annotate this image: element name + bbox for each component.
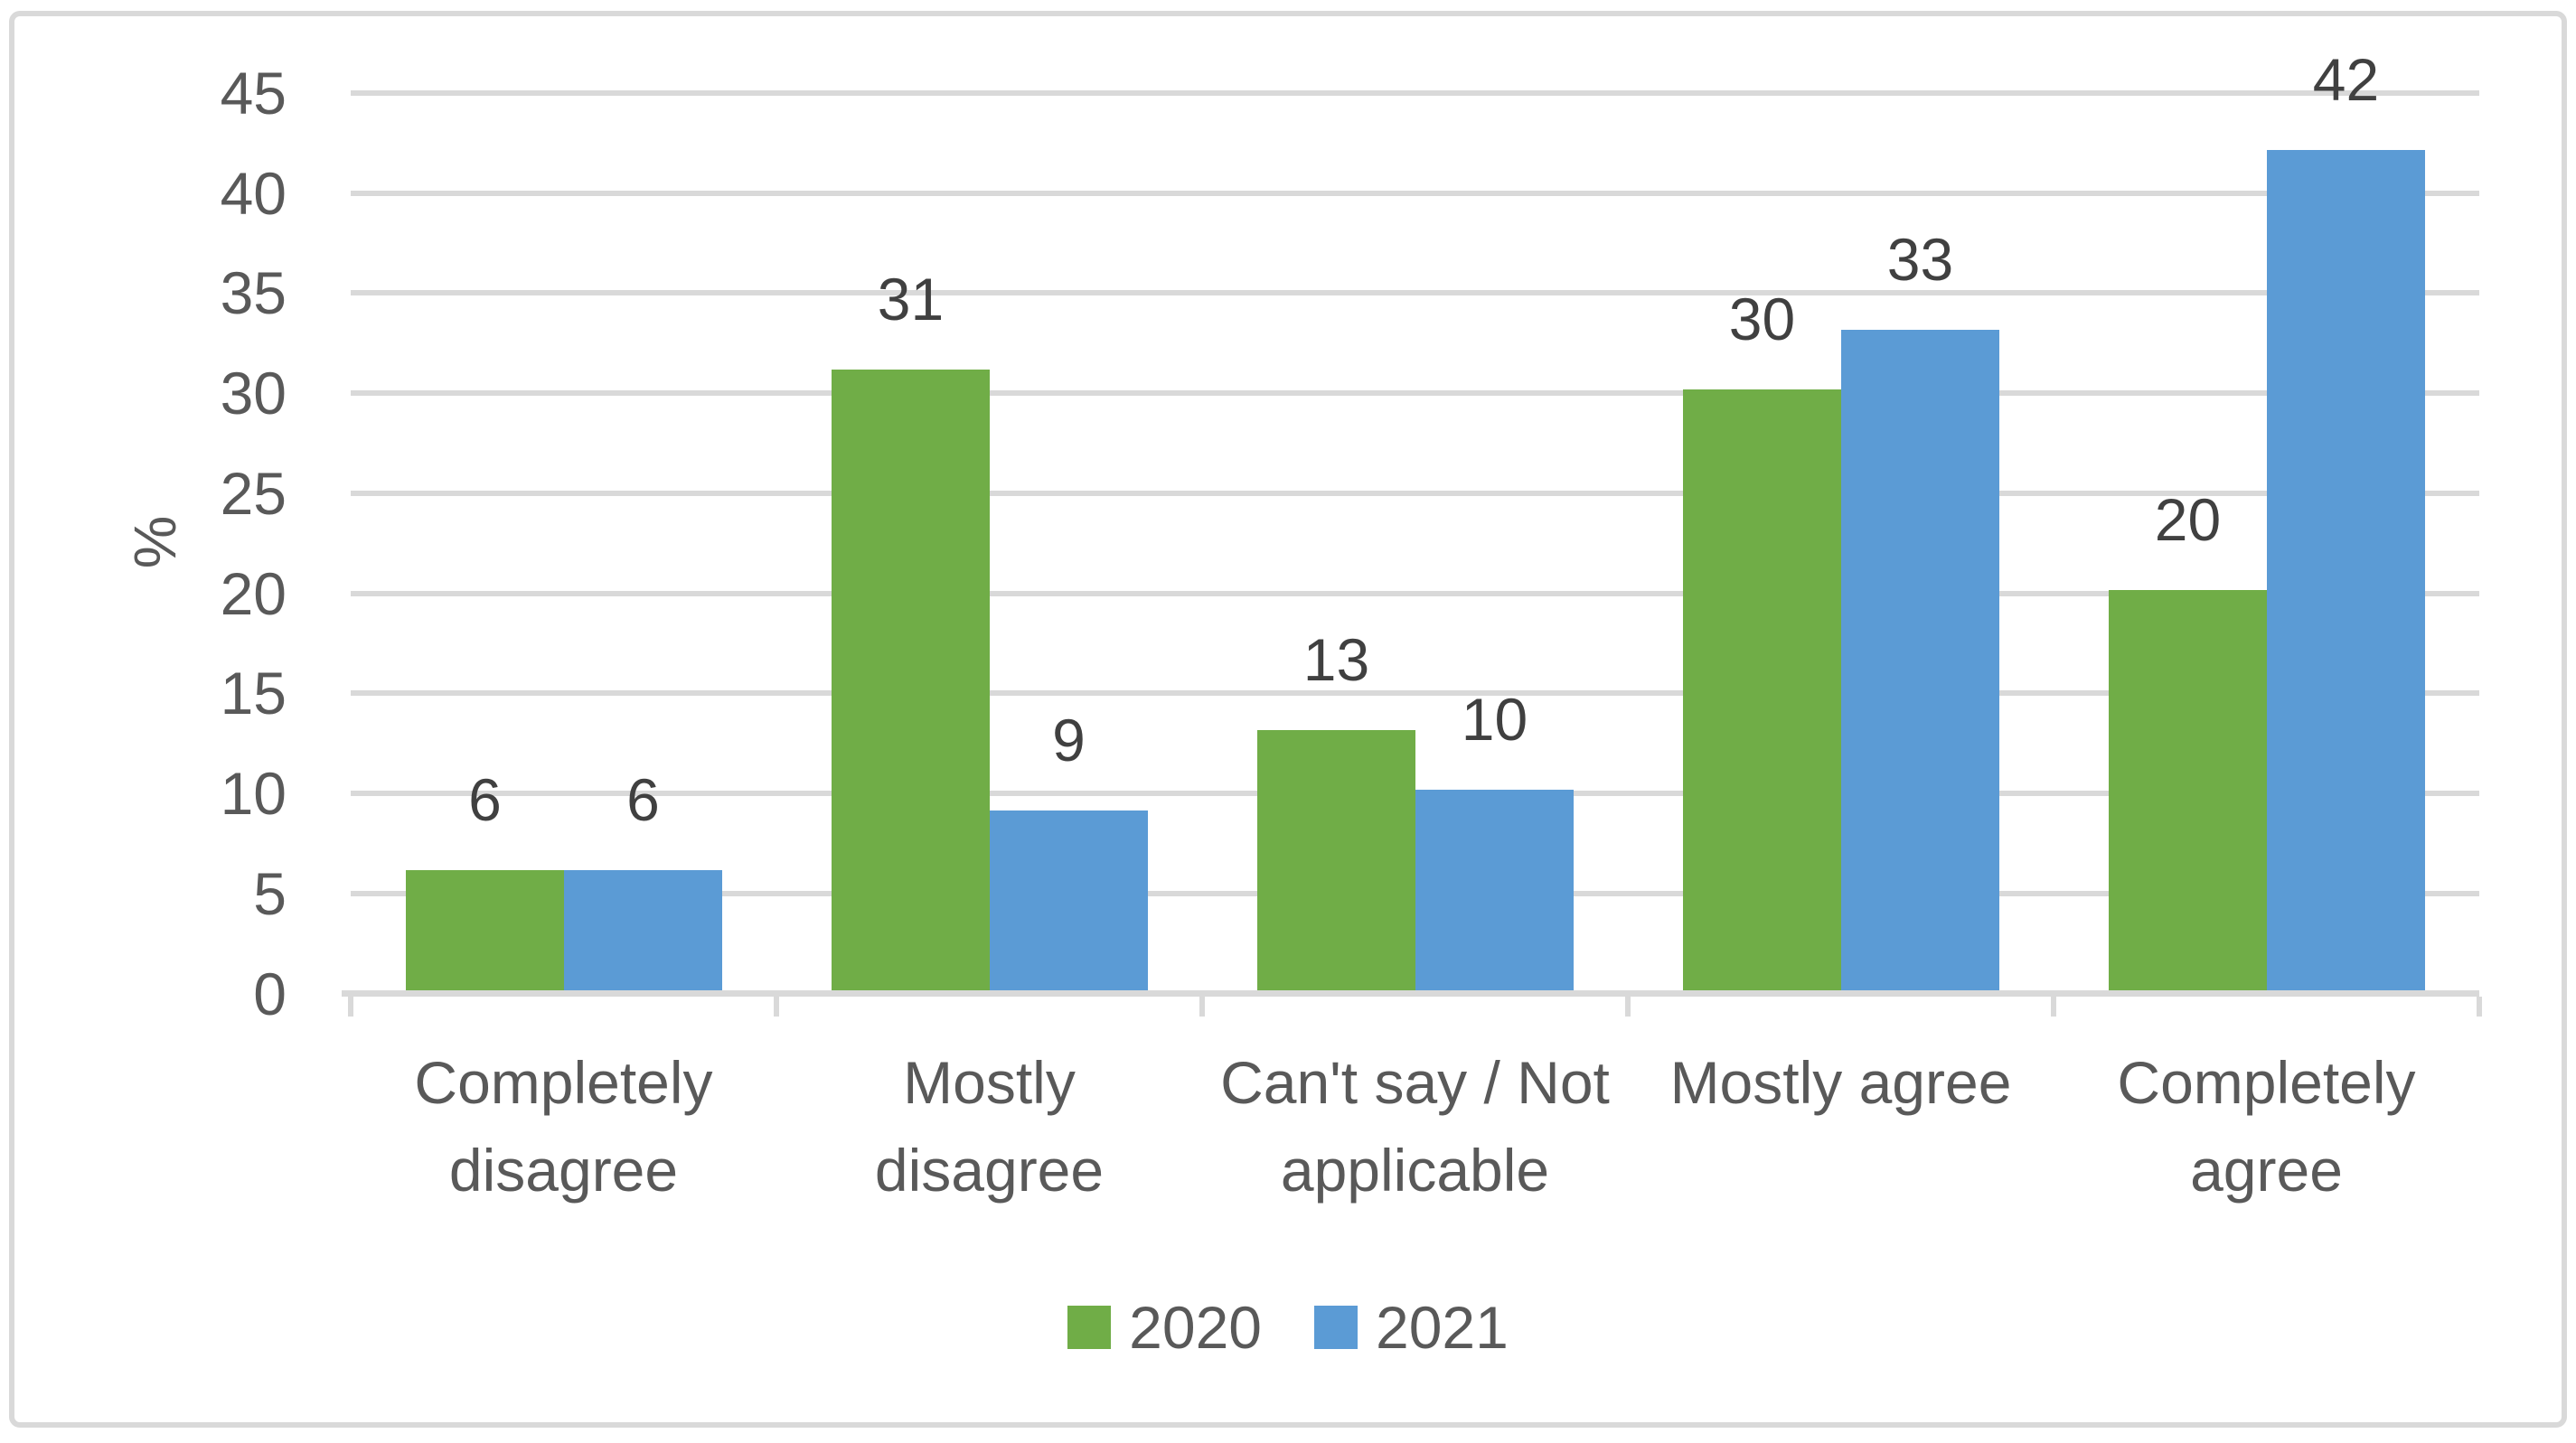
bar-2021-completely-disagree [564,870,722,990]
data-label-2021-mostly-agree: 33 [1886,226,1954,293]
data-label-2021-completely-disagree: 6 [626,766,660,833]
y-tick-label-30: 30 [220,360,287,426]
x-axis-tick-3 [1625,997,1631,1017]
x-axis-tick-5 [2477,997,2482,1017]
category-label-line: disagree [448,1137,679,1204]
category-label-line: Completely [414,1049,713,1116]
category-label-mostly-agree: Mostly agree [1628,1039,2054,1127]
bars: 6 6 31 9 13 10 30 33 20 42 [351,0,2479,990]
bar-2021-completely-agree [2267,150,2425,990]
x-axis-tick-4 [2051,997,2056,1017]
bar-2021-can-t-say-not-applicable [1415,790,1574,990]
category-label-line: Mostly [903,1049,1076,1116]
y-axis-title: % [121,515,188,569]
data-label-2020-completely-agree: 20 [2154,486,2222,553]
x-axis-line [342,990,2479,997]
gridline-25 [351,491,2479,496]
legend-item-2021: 2021 [1314,1298,1509,1357]
legend-label-2021: 2021 [1376,1294,1509,1361]
bar-2020-completely-agree [2109,590,2267,990]
bar-2021-mostly-disagree [990,811,1148,990]
bar-2020-mostly-disagree [832,370,990,990]
y-tick-label-35: 35 [220,259,287,326]
category-label-line: Completely [2117,1049,2416,1116]
bar-2020-mostly-agree [1683,389,1841,990]
x-axis-tick-2 [1199,997,1205,1017]
category-label-line: applicable [1280,1137,1550,1204]
data-label-2021-mostly-disagree: 9 [1052,707,1086,773]
category-label-line: disagree [874,1137,1105,1204]
y-tick-label-5: 5 [253,860,287,927]
gridline-35 [351,290,2479,295]
gridline-20 [351,591,2479,596]
data-label-2021-can-t-say-not-applicable: 10 [1461,686,1528,753]
data-label-2020-mostly-disagree: 31 [877,266,945,333]
data-label-2020-mostly-agree: 30 [1728,286,1796,352]
category-label-can-t-say-not-applicable: Can't say / Not applicable [1202,1039,1628,1214]
bar-2020-completely-disagree [406,870,564,990]
y-tick-label-20: 20 [220,560,287,627]
y-tick-label-45: 45 [220,60,287,126]
y-tick-label-0: 0 [253,960,287,1027]
category-label-line: Mostly agree [1669,1049,2012,1116]
category-label-completely-agree: Completely agree [2054,1039,2479,1214]
x-axis-tick-0 [348,997,353,1017]
legend-item-2020: 2020 [1067,1298,1262,1357]
data-label-2020-completely-disagree: 6 [468,766,502,833]
legend-swatch-2021 [1314,1306,1358,1349]
y-tick-label-15: 15 [220,660,287,726]
category-label-line: agree [2190,1137,2343,1204]
bar-2020-can-t-say-not-applicable [1257,730,1415,990]
data-label-2020-can-t-say-not-applicable: 13 [1302,626,1370,693]
gridline-40 [351,191,2479,196]
legend: 2020 2021 [0,1298,2576,1357]
category-label-mostly-disagree: Mostly disagree [776,1039,1202,1214]
y-tick-label-10: 10 [220,760,287,827]
y-tick-label-40: 40 [220,160,287,227]
category-label-line: Can't say / Not [1220,1049,1610,1116]
gridline-15 [351,690,2479,696]
legend-swatch-2020 [1067,1306,1112,1349]
data-label-2021-completely-agree: 42 [2312,46,2380,113]
category-label-completely-disagree: Completely disagree [351,1039,776,1214]
x-axis-tick-1 [774,997,779,1017]
bar-2021-mostly-agree [1841,330,1999,990]
gridline-30 [351,390,2479,396]
y-tick-label-25: 25 [220,460,287,527]
legend-label-2020: 2020 [1129,1294,1262,1361]
gridline-45 [351,90,2479,96]
